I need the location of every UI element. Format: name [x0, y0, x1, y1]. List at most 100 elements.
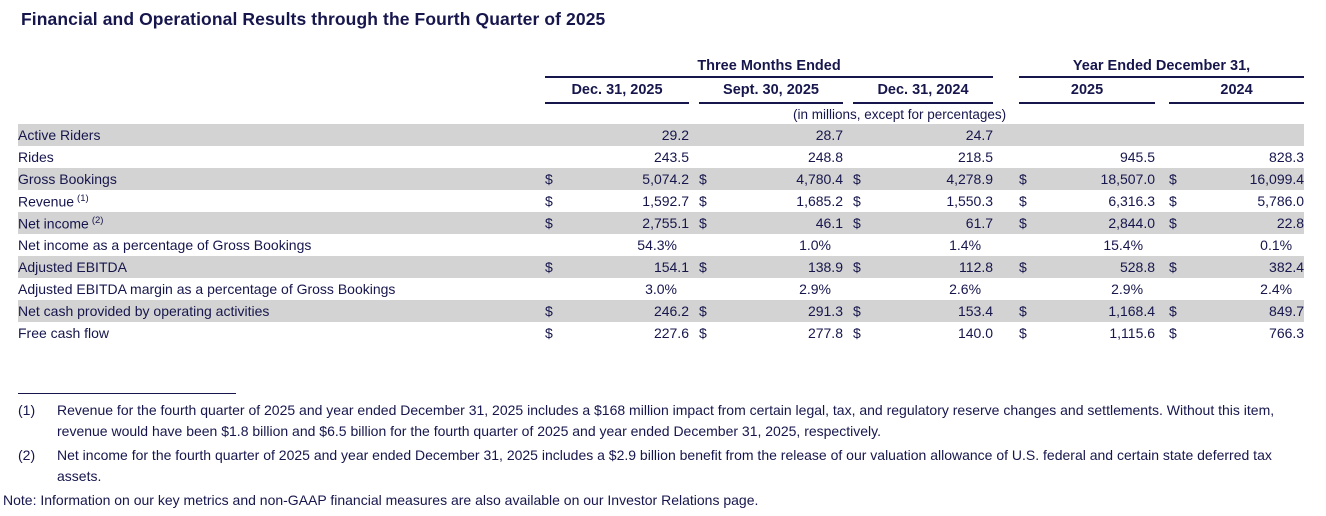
cell-currency-symbol: $: [1169, 215, 1177, 231]
column-spacer: [689, 168, 699, 190]
cell-currency-symbol: [1169, 234, 1195, 256]
column-spacer: [689, 300, 699, 322]
cell-value: 4,780.4: [796, 171, 843, 187]
column-spacer: [993, 256, 1019, 278]
cell-value: 528.8: [1119, 259, 1156, 275]
header-spacer: [843, 77, 853, 103]
units-note: (in millions, except for percentages): [793, 106, 1007, 122]
header-spacer: [18, 77, 545, 103]
cell-currency-symbol: $: [1019, 325, 1027, 341]
row-label: Net income as a percentage of Gross Book…: [18, 237, 312, 253]
cell-currency-symbol: $: [853, 193, 861, 209]
cell-currency-symbol: $: [853, 171, 861, 187]
table-row: Gross Bookings $5,074.2 $4,780.4 $4,278.9 $1…: [18, 168, 1305, 190]
cell-value: 18,507.0: [1100, 171, 1156, 187]
cell-value: 1,168.4: [1108, 303, 1156, 319]
row-label: Gross Bookings: [18, 171, 117, 187]
cell-currency-symbol: [699, 234, 725, 256]
cell-currency-symbol: $: [1169, 193, 1177, 209]
table-row: Adjusted EBITDA $154.1 $138.9 $112.8 $528.8 $…: [18, 256, 1305, 278]
column-spacer: [1155, 300, 1169, 322]
footnote-1: (1) Revenue for the fourth quarter of 20…: [18, 400, 1326, 442]
col-header-year-2024: 2024: [1169, 77, 1305, 104]
units-note-row: (in millions, except for percentages): [18, 103, 1304, 124]
cell-currency-symbol: $: [1169, 259, 1177, 275]
column-spacer: [1155, 278, 1169, 300]
footnotes-section: (1) Revenue for the fourth quarter of 20…: [0, 393, 1326, 511]
cell-currency-symbol: $: [699, 171, 707, 187]
header-spacer: [993, 77, 1019, 103]
cell-currency-symbol: $: [545, 193, 553, 209]
cell-value: 2.6%: [949, 281, 982, 297]
column-spacer: [993, 212, 1019, 234]
cell-value: 291.3: [807, 303, 843, 319]
col-header-dec-31-2024: Dec. 31, 2024: [853, 77, 994, 104]
column-spacer: [1155, 234, 1169, 256]
row-label: Net cash provided by operating activitie…: [18, 303, 270, 319]
header-spacer: [993, 55, 1019, 77]
column-spacer: [843, 190, 853, 212]
cell-value: 2.9%: [1111, 281, 1144, 297]
table-row: Rides 243.5 248.8 218.5 945.5 828.3: [18, 146, 1304, 168]
cell-value: 2.4%: [1260, 281, 1293, 297]
cell-value: 0.1%: [1260, 237, 1293, 253]
column-spacer: [689, 256, 699, 278]
column-spacer: [843, 322, 853, 344]
cell-value: 828.3: [1269, 149, 1305, 165]
cell-value: 766.3: [1269, 325, 1305, 341]
table-row: Adjusted EBITDA margin as a percentage o…: [18, 278, 1304, 300]
column-spacer: [689, 124, 699, 146]
cell-value: 2,844.0: [1108, 215, 1156, 231]
cell-currency-symbol: [545, 234, 571, 256]
column-spacer: [689, 190, 699, 212]
cell-currency-symbol: [699, 124, 725, 146]
column-spacer: [993, 146, 1019, 168]
cell-value: 24.7: [965, 127, 994, 143]
cell-currency-symbol: [545, 278, 571, 300]
col-header-dec-31-2025: Dec. 31, 2025: [545, 77, 689, 104]
column-spacer: [689, 322, 699, 344]
cell-value: 246.2: [653, 303, 689, 319]
cell-value: [1195, 124, 1304, 146]
metrics-note: Note: Information on our key metrics and…: [3, 492, 759, 508]
group-header-row: Three Months Ended Year Ended December 3…: [18, 55, 1305, 78]
row-label: Rides: [18, 149, 54, 165]
cell-currency-symbol: [545, 146, 571, 168]
row-label: Active Riders: [18, 127, 101, 143]
column-spacer: [843, 146, 853, 168]
column-spacer: [843, 256, 853, 278]
footnote-ref: (2): [91, 214, 104, 226]
cell-currency-symbol: $: [1019, 193, 1027, 209]
cell-value: 248.8: [807, 149, 843, 165]
cell-value: 16,099.4: [1249, 171, 1305, 187]
cell-currency-symbol: $: [699, 259, 707, 275]
cell-currency-symbol: [853, 234, 879, 256]
cell-value: 227.6: [653, 325, 689, 341]
cell-value: 54.3%: [637, 237, 677, 253]
cell-value: 15.4%: [1103, 237, 1144, 253]
cell-currency-symbol: $: [853, 259, 861, 275]
footnote-number: (1): [18, 402, 36, 418]
column-spacer: [689, 234, 699, 256]
cell-currency-symbol: [1019, 234, 1045, 256]
column-spacer: [843, 212, 853, 234]
cell-value: [1045, 124, 1155, 146]
header-spacer: [18, 55, 545, 77]
column-spacer: [1155, 124, 1169, 146]
row-label: Net income (2): [18, 214, 104, 232]
table-row: Net cash provided by operating activitie…: [18, 300, 1305, 322]
cell-value: 138.9: [807, 259, 843, 275]
table-body: Active Riders 29.2 28.7 24.7 Rides 243.5 248.8…: [18, 124, 1305, 344]
column-spacer: [843, 168, 853, 190]
cell-currency-symbol: $: [699, 303, 707, 319]
cell-currency-symbol: $: [1019, 303, 1027, 319]
column-spacer: [993, 168, 1019, 190]
cell-value: 2.9%: [799, 281, 831, 297]
header-spacer: [689, 77, 699, 103]
column-spacer: [843, 300, 853, 322]
cell-value: 154.1: [653, 259, 689, 275]
financial-results-page: Financial and Operational Results throug…: [0, 9, 1326, 516]
column-spacer: [993, 300, 1019, 322]
column-spacer: [993, 278, 1019, 300]
cell-value: 1,592.7: [642, 193, 689, 209]
